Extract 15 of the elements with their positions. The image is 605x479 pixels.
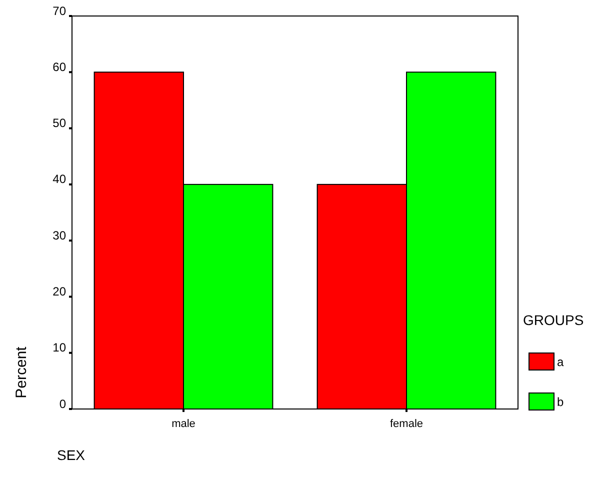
x-tick-label: male [172, 418, 196, 430]
x-tick-label: female [390, 418, 424, 430]
y-tick-label: 50 [52, 116, 66, 130]
y-tick-label: 0 [59, 396, 66, 411]
y-tick-label: 10 [52, 340, 66, 355]
y-tick-label: 70 [52, 4, 66, 18]
y-tick-label: 40 [52, 172, 66, 186]
legend-label: a [557, 355, 564, 369]
x-axis-title: SEX [57, 447, 86, 463]
legend-label: b [557, 395, 564, 409]
y-tick-label: 60 [52, 60, 66, 74]
legend-title: GROUPS [523, 312, 584, 328]
y-axis-title: Percent [13, 346, 30, 398]
y-tick-label: 30 [52, 228, 66, 242]
y-tick-label: 20 [52, 284, 66, 299]
